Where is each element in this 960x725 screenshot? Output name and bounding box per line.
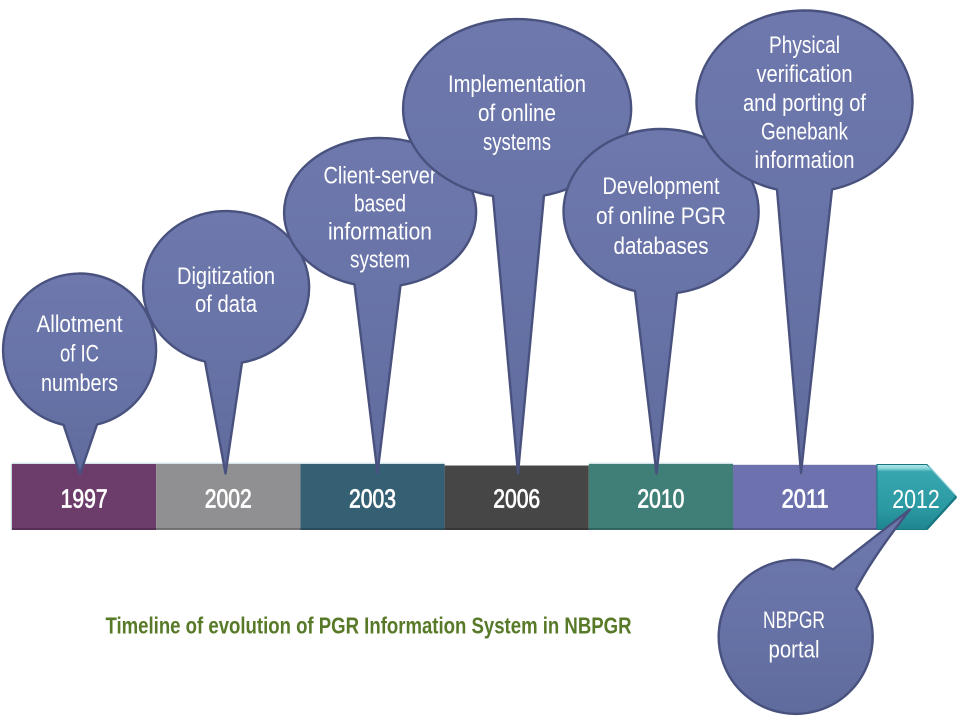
svg-text:based: based: [354, 191, 406, 218]
svg-text:Genebank: Genebank: [761, 119, 849, 146]
svg-text:of online: of online: [478, 100, 556, 127]
svg-text:of IC: of IC: [60, 341, 99, 368]
svg-text:portal: portal: [769, 637, 820, 664]
svg-text:NBPGR: NBPGR: [763, 607, 825, 634]
svg-text:system: system: [350, 247, 410, 274]
svg-text:2006: 2006: [493, 484, 540, 514]
svg-text:and porting of: and porting of: [743, 90, 866, 117]
svg-text:systems: systems: [483, 129, 551, 156]
svg-text:of online PGR: of online PGR: [596, 203, 726, 230]
svg-text:2010: 2010: [637, 484, 684, 514]
svg-text:numbers: numbers: [41, 370, 118, 397]
svg-text:Physical: Physical: [769, 32, 840, 59]
svg-text:Timeline of evolution of PGR I: Timeline of evolution of PGR Information…: [106, 613, 632, 639]
svg-text:2011: 2011: [782, 484, 829, 514]
svg-text:Client-server: Client-server: [324, 163, 437, 190]
svg-text:2003: 2003: [349, 484, 396, 514]
svg-text:Digitization: Digitization: [177, 263, 275, 290]
svg-text:Allotment: Allotment: [37, 311, 123, 338]
svg-text:databases: databases: [614, 233, 709, 260]
svg-text:information: information: [328, 219, 432, 246]
svg-text:of data: of data: [195, 291, 258, 318]
svg-text:2012: 2012: [892, 484, 940, 514]
svg-text:Implementation: Implementation: [448, 71, 586, 98]
svg-text:information: information: [755, 147, 855, 174]
svg-text:1997: 1997: [61, 484, 108, 514]
svg-text:2002: 2002: [205, 484, 252, 514]
svg-text:Development: Development: [603, 173, 720, 200]
svg-text:verification: verification: [757, 61, 853, 88]
